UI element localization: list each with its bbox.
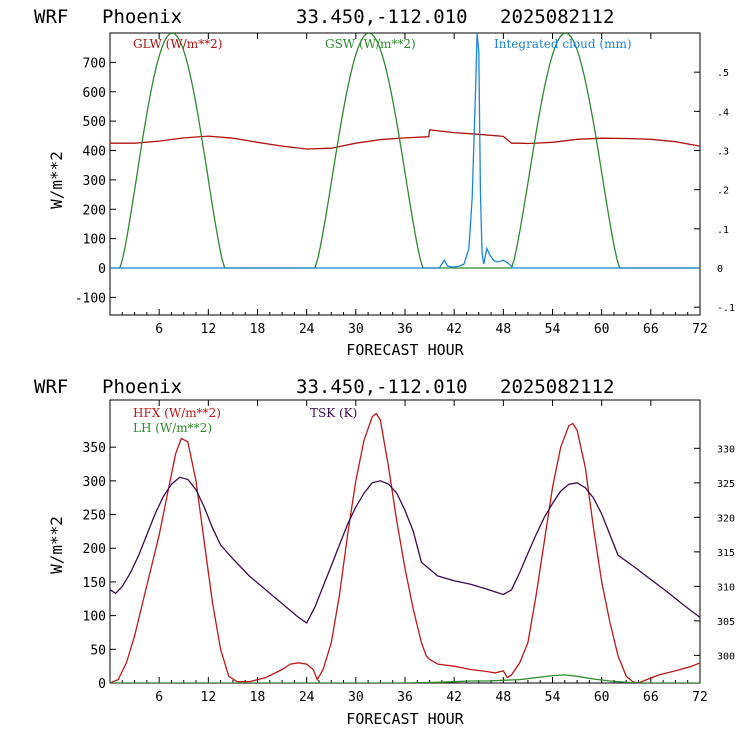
top-y-tick-label: 700 xyxy=(83,56,106,71)
bottom-panel-header: WRF Phoenix 33.450,-112.010 2025082112 xyxy=(0,374,740,404)
top-x-tick-label: 36 xyxy=(397,322,413,337)
bottom-y2-tick-label: 300 xyxy=(717,651,735,662)
top-y-tick-label: -100 xyxy=(75,291,106,306)
bottom-run-label: 2025082112 xyxy=(500,376,615,398)
bottom-model-label: WRF xyxy=(34,376,69,398)
bottom-y-axis-label: W/m**2 xyxy=(47,516,66,574)
bottom-y2-tick-label: 325 xyxy=(717,479,735,490)
bottom-y-tick-label: 300 xyxy=(83,475,106,490)
top-y-tick-label: 400 xyxy=(83,145,106,160)
bottom-series-line-2 xyxy=(110,674,700,683)
bottom-y-tick-label: 200 xyxy=(83,542,106,557)
bottom-legend-entry-2: LH (W/m**2) xyxy=(133,421,212,435)
top-y-tick-label: 600 xyxy=(83,86,106,101)
top-x-axis-label: FORECAST HOUR xyxy=(346,341,464,359)
bottom-x-tick-label: 30 xyxy=(348,690,364,705)
bottom-y2-tick-label: 320 xyxy=(717,513,735,524)
top-chart: 6 12 18 24 30 36 42 48 54 60 66 72 -100 0 100 200 300 400… xyxy=(47,32,735,359)
bottom-x-tick-label: 72 xyxy=(692,690,708,705)
bottom-y2-tick-label: 330 xyxy=(717,444,735,455)
bottom-x-tick-label: 12 xyxy=(201,690,217,705)
top-legend-entry-3: Integrated cloud (mm) xyxy=(494,37,632,51)
top-model-label: WRF xyxy=(34,6,69,28)
bottom-y-tick-label: 50 xyxy=(90,643,106,658)
top-x-tick-label: 6 xyxy=(155,322,163,337)
top-y2-tick-label: .4 xyxy=(717,107,729,118)
bottom-y-tick-label: 350 xyxy=(83,441,106,456)
top-x-tick-label: 42 xyxy=(446,322,462,337)
top-y-tick-label: 500 xyxy=(83,115,106,130)
bottom-y2-tick-label: 310 xyxy=(717,582,735,593)
bottom-x-tick-label: 66 xyxy=(643,690,659,705)
top-run-label: 2025082112 xyxy=(500,6,615,28)
bottom-x-axis-label: FORECAST HOUR xyxy=(346,710,464,728)
top-y2-tick-label: .5 xyxy=(717,68,729,79)
bottom-y-tick-label: 150 xyxy=(83,576,106,591)
bottom-x-tick-label: 48 xyxy=(496,690,512,705)
bottom-x-tick-label: 36 xyxy=(397,690,413,705)
top-x-tick-label: 72 xyxy=(692,322,708,337)
bottom-legend-entry-3: TSK (K) xyxy=(310,406,357,420)
bottom-coords-label: 33.450,-112.010 xyxy=(296,376,468,398)
bottom-x-tick-label: 42 xyxy=(446,690,462,705)
top-panel-header: WRF Phoenix 33.450,-112.010 2025082112 xyxy=(0,4,740,34)
top-y2-tick-label: -.1 xyxy=(717,303,735,314)
bottom-x-tick-label: 6 xyxy=(155,690,163,705)
bottom-y-tick-label: 250 xyxy=(83,509,106,524)
top-x-tick-label: 30 xyxy=(348,322,364,337)
bottom-y2-tick-label: 305 xyxy=(717,617,735,628)
top-series-line-1 xyxy=(110,129,700,150)
top-coords-label: 33.450,-112.010 xyxy=(296,6,468,28)
bottom-y-tick-label: 0 xyxy=(98,677,106,692)
top-y-axis-label: W/m**2 xyxy=(47,151,66,209)
top-x-tick-label: 18 xyxy=(250,322,266,337)
top-x-tick-label: 48 xyxy=(496,322,512,337)
bottom-series-line-3 xyxy=(110,476,700,624)
top-y-tick-label: 100 xyxy=(83,233,106,248)
bottom-chart: 6 12 18 24 30 36 42 48 54 60 66 72 0 50 100 150 200 250 30… xyxy=(47,399,735,728)
bottom-legend-entry-1: HFX (W/m**2) xyxy=(133,406,221,420)
top-location-label: Phoenix xyxy=(102,6,183,28)
top-legend-entry-2: GSW (W/m**2) xyxy=(325,37,416,51)
top-x-tick-label: 60 xyxy=(594,322,610,337)
top-y2-tick-label: .2 xyxy=(717,186,729,197)
top-series-line-3 xyxy=(110,33,700,269)
top-x-tick-label: 12 xyxy=(201,322,217,337)
bottom-y2-tick-label: 315 xyxy=(717,548,735,559)
bottom-series-line-1 xyxy=(110,412,700,683)
top-series-line-2 xyxy=(110,33,700,269)
bottom-x-tick-label: 54 xyxy=(545,690,561,705)
top-x-tick-label: 66 xyxy=(643,322,659,337)
bottom-plot-frame xyxy=(109,399,701,684)
bottom-x-tick-label: 18 xyxy=(250,690,266,705)
top-legend-entry-1: GLW (W/m**2) xyxy=(133,37,222,51)
top-x-tick-label: 54 xyxy=(545,322,561,337)
top-y-tick-label: 0 xyxy=(98,262,106,277)
bottom-x-tick-label: 24 xyxy=(299,690,315,705)
top-y-tick-label: 300 xyxy=(83,174,106,189)
bottom-location-label: Phoenix xyxy=(102,376,183,398)
top-y-tick-label: 200 xyxy=(83,203,106,218)
bottom-y-tick-label: 100 xyxy=(83,610,106,625)
top-y2-tick-label: .1 xyxy=(717,225,729,236)
top-x-tick-label: 24 xyxy=(299,322,315,337)
top-y2-tick-label: 0 xyxy=(717,264,723,275)
bottom-x-tick-label: 60 xyxy=(594,690,610,705)
top-y2-tick-label: .3 xyxy=(717,147,729,158)
